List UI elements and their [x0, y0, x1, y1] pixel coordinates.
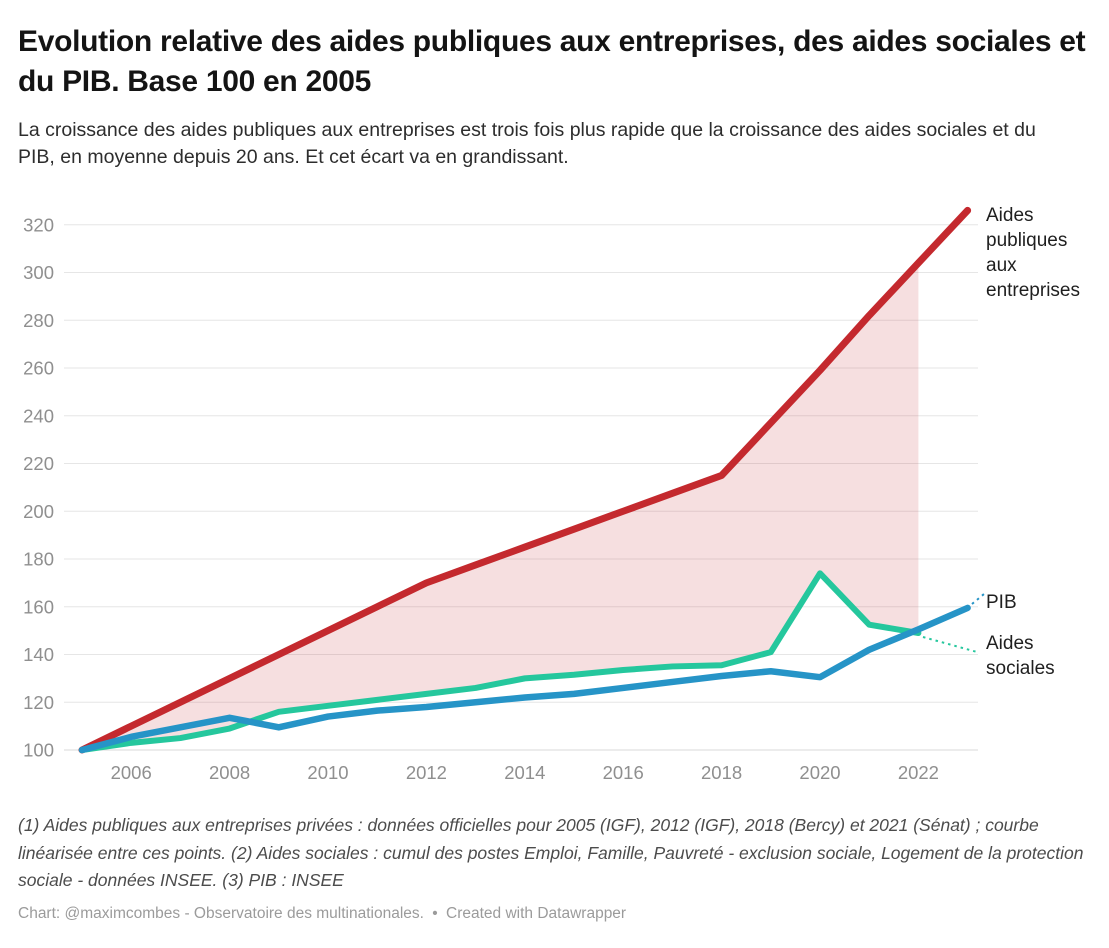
series-line-aides-publiques-aux-entreprises	[78, 206, 972, 754]
series-label-aides-publiques: Aides publiques aux entreprises	[986, 205, 1080, 301]
y-tick-label: 280	[23, 310, 54, 331]
x-tick-label: 2012	[406, 762, 447, 783]
series-label-pib: PIB	[986, 592, 1017, 613]
y-tick-label: 140	[23, 644, 54, 665]
connector-pib	[971, 593, 985, 605]
area-red-green-gap	[82, 262, 919, 750]
y-tick-label: 160	[23, 596, 54, 617]
connector-aides-sociales	[922, 636, 978, 653]
series-line-pib	[78, 604, 971, 754]
chart-credit: Chart: @maximcombes - Observatoire des m…	[18, 904, 1091, 924]
datawrapper-credit-link[interactable]: Created with Datawrapper	[446, 904, 627, 922]
line-chart: 100 120 140 160 180 200 220 240 260 280 300 320 2006…	[0, 193, 1109, 798]
y-tick-label: 240	[23, 405, 54, 426]
chart-header: Evolution relative des aides publiques a…	[0, 0, 1109, 171]
y-tick-label: 300	[23, 262, 54, 283]
chart-notes: (1) Aides publiques aux entreprises priv…	[18, 815, 1084, 890]
credit-separator: •	[432, 904, 438, 922]
x-tick-label: 2006	[111, 762, 152, 783]
x-tick-label: 2008	[209, 762, 250, 783]
y-tick-label: 200	[23, 501, 54, 522]
x-tick-label: 2014	[504, 762, 545, 783]
y-tick-label: 100	[23, 740, 54, 761]
y-tick-label: 180	[23, 549, 54, 570]
y-tick-label: 120	[23, 692, 54, 713]
x-tick-label: 2022	[898, 762, 939, 783]
x-tick-label: 2020	[799, 762, 840, 783]
y-tick-label: 260	[23, 358, 54, 379]
series-line-aides-sociales	[79, 570, 922, 753]
y-tick-label: 320	[23, 214, 54, 235]
y-tick-label: 220	[23, 453, 54, 474]
chart-subtitle: La croissance des aides publiques aux en…	[18, 119, 1036, 168]
x-tick-label: 2016	[603, 762, 644, 783]
series-label-aides-sociales: Aides sociales	[986, 633, 1055, 679]
x-tick-label: 2010	[307, 762, 348, 783]
line-chart-canvas: 100 120 140 160 180 200 220 240 260 280 300 320 2006…	[23, 206, 985, 783]
page-title: Evolution relative des aides publiques a…	[18, 25, 1086, 98]
credit-author: Chart: @maximcombes - Observatoire des m…	[18, 904, 424, 922]
x-tick-label: 2018	[701, 762, 742, 783]
